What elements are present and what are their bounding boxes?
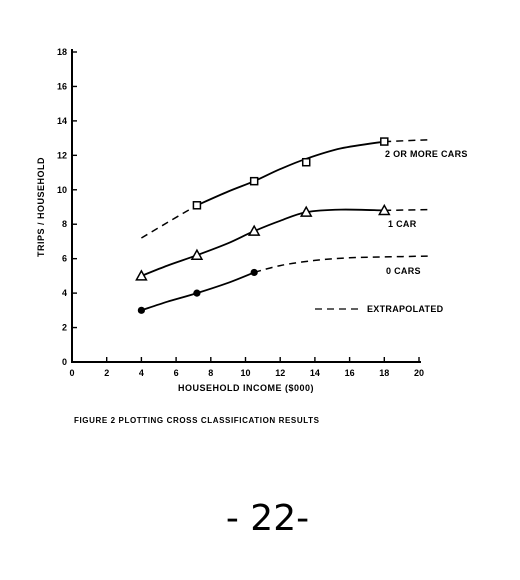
series-line-2-or-more-cars bbox=[196, 140, 385, 207]
data-point-2-or-more-cars bbox=[192, 201, 202, 210]
data-point-2-or-more-cars bbox=[249, 176, 259, 186]
data-point-1-car bbox=[190, 248, 204, 260]
series-extrapolated-1-car bbox=[384, 208, 428, 212]
x-tick-label: 20 bbox=[414, 368, 424, 378]
x-tick-label: 16 bbox=[345, 368, 355, 378]
y-tick-label: 16 bbox=[57, 81, 67, 91]
series-extrapolated-2-or-more-cars bbox=[141, 204, 198, 239]
data-point-1-car bbox=[378, 203, 391, 216]
data-point-0-cars bbox=[250, 268, 258, 277]
data-point-1-car bbox=[247, 224, 261, 236]
series-extrapolated-2-or-more-cars bbox=[384, 139, 428, 143]
figure-caption: FIGURE 2 PLOTTING CROSS CLASSIFICATION R… bbox=[74, 416, 320, 425]
x-tick-label: 14 bbox=[310, 368, 320, 378]
series-label-1-car: 1 CAR bbox=[388, 219, 417, 229]
x-tick-label: 2 bbox=[104, 368, 109, 378]
data-point-2-or-more-cars bbox=[380, 137, 389, 146]
page-number: - 22- bbox=[225, 498, 310, 539]
series-line-1-car bbox=[141, 208, 385, 277]
x-tick-label: 0 bbox=[69, 368, 74, 378]
y-tick-label: 12 bbox=[57, 150, 67, 160]
y-tick-label: 18 bbox=[57, 47, 67, 57]
data-point-1-car bbox=[299, 205, 313, 217]
y-tick-label: 10 bbox=[57, 185, 67, 195]
chart: 0 2 4 6 8 10 12 14 16 18 0 2 4 6 8 10 12 14 16 18 20 2 OR MO… bbox=[36, 47, 468, 393]
series-labels: 2 OR MORE CARS 1 CAR 0 CARS bbox=[385, 149, 468, 276]
x-tick-label: 18 bbox=[379, 368, 389, 378]
series-label-2-or-more-cars: 2 OR MORE CARS bbox=[385, 149, 468, 159]
y-tick-label: 2 bbox=[62, 323, 67, 333]
x-tick-label: 10 bbox=[240, 368, 250, 378]
data-point-0-cars bbox=[193, 289, 201, 297]
y-tick-label: 0 bbox=[62, 357, 67, 367]
x-tick-label: 12 bbox=[275, 368, 285, 378]
data-point-0-cars bbox=[137, 306, 145, 314]
y-tick-label: 8 bbox=[62, 219, 67, 229]
ticks: 0 2 4 6 8 10 12 14 16 18 0 2 4 6 8 10 12 14 16 18 20 bbox=[57, 47, 424, 378]
series-label-0-cars: 0 CARS bbox=[386, 266, 421, 276]
data-point-1-car bbox=[135, 269, 148, 281]
y-tick-label: 4 bbox=[62, 288, 67, 298]
curves bbox=[141, 139, 428, 312]
markers bbox=[135, 137, 391, 314]
axes bbox=[71, 49, 421, 363]
series-extrapolated-0-cars bbox=[254, 255, 428, 274]
data-point-2-or-more-cars bbox=[301, 157, 311, 167]
x-tick-label: 8 bbox=[208, 368, 213, 378]
x-axis-title: HOUSEHOLD INCOME ($000) bbox=[178, 383, 314, 393]
extrapolated-legend: EXTRAPOLATED bbox=[315, 304, 444, 314]
x-tick-label: 6 bbox=[174, 368, 179, 378]
y-tick-label: 14 bbox=[57, 116, 67, 126]
legend-label-extrapolated: EXTRAPOLATED bbox=[367, 304, 444, 314]
y-tick-label: 6 bbox=[62, 254, 67, 264]
y-axis-title: TRIPS / HOUSEHOLD bbox=[36, 157, 46, 257]
x-tick-label: 4 bbox=[139, 368, 144, 378]
